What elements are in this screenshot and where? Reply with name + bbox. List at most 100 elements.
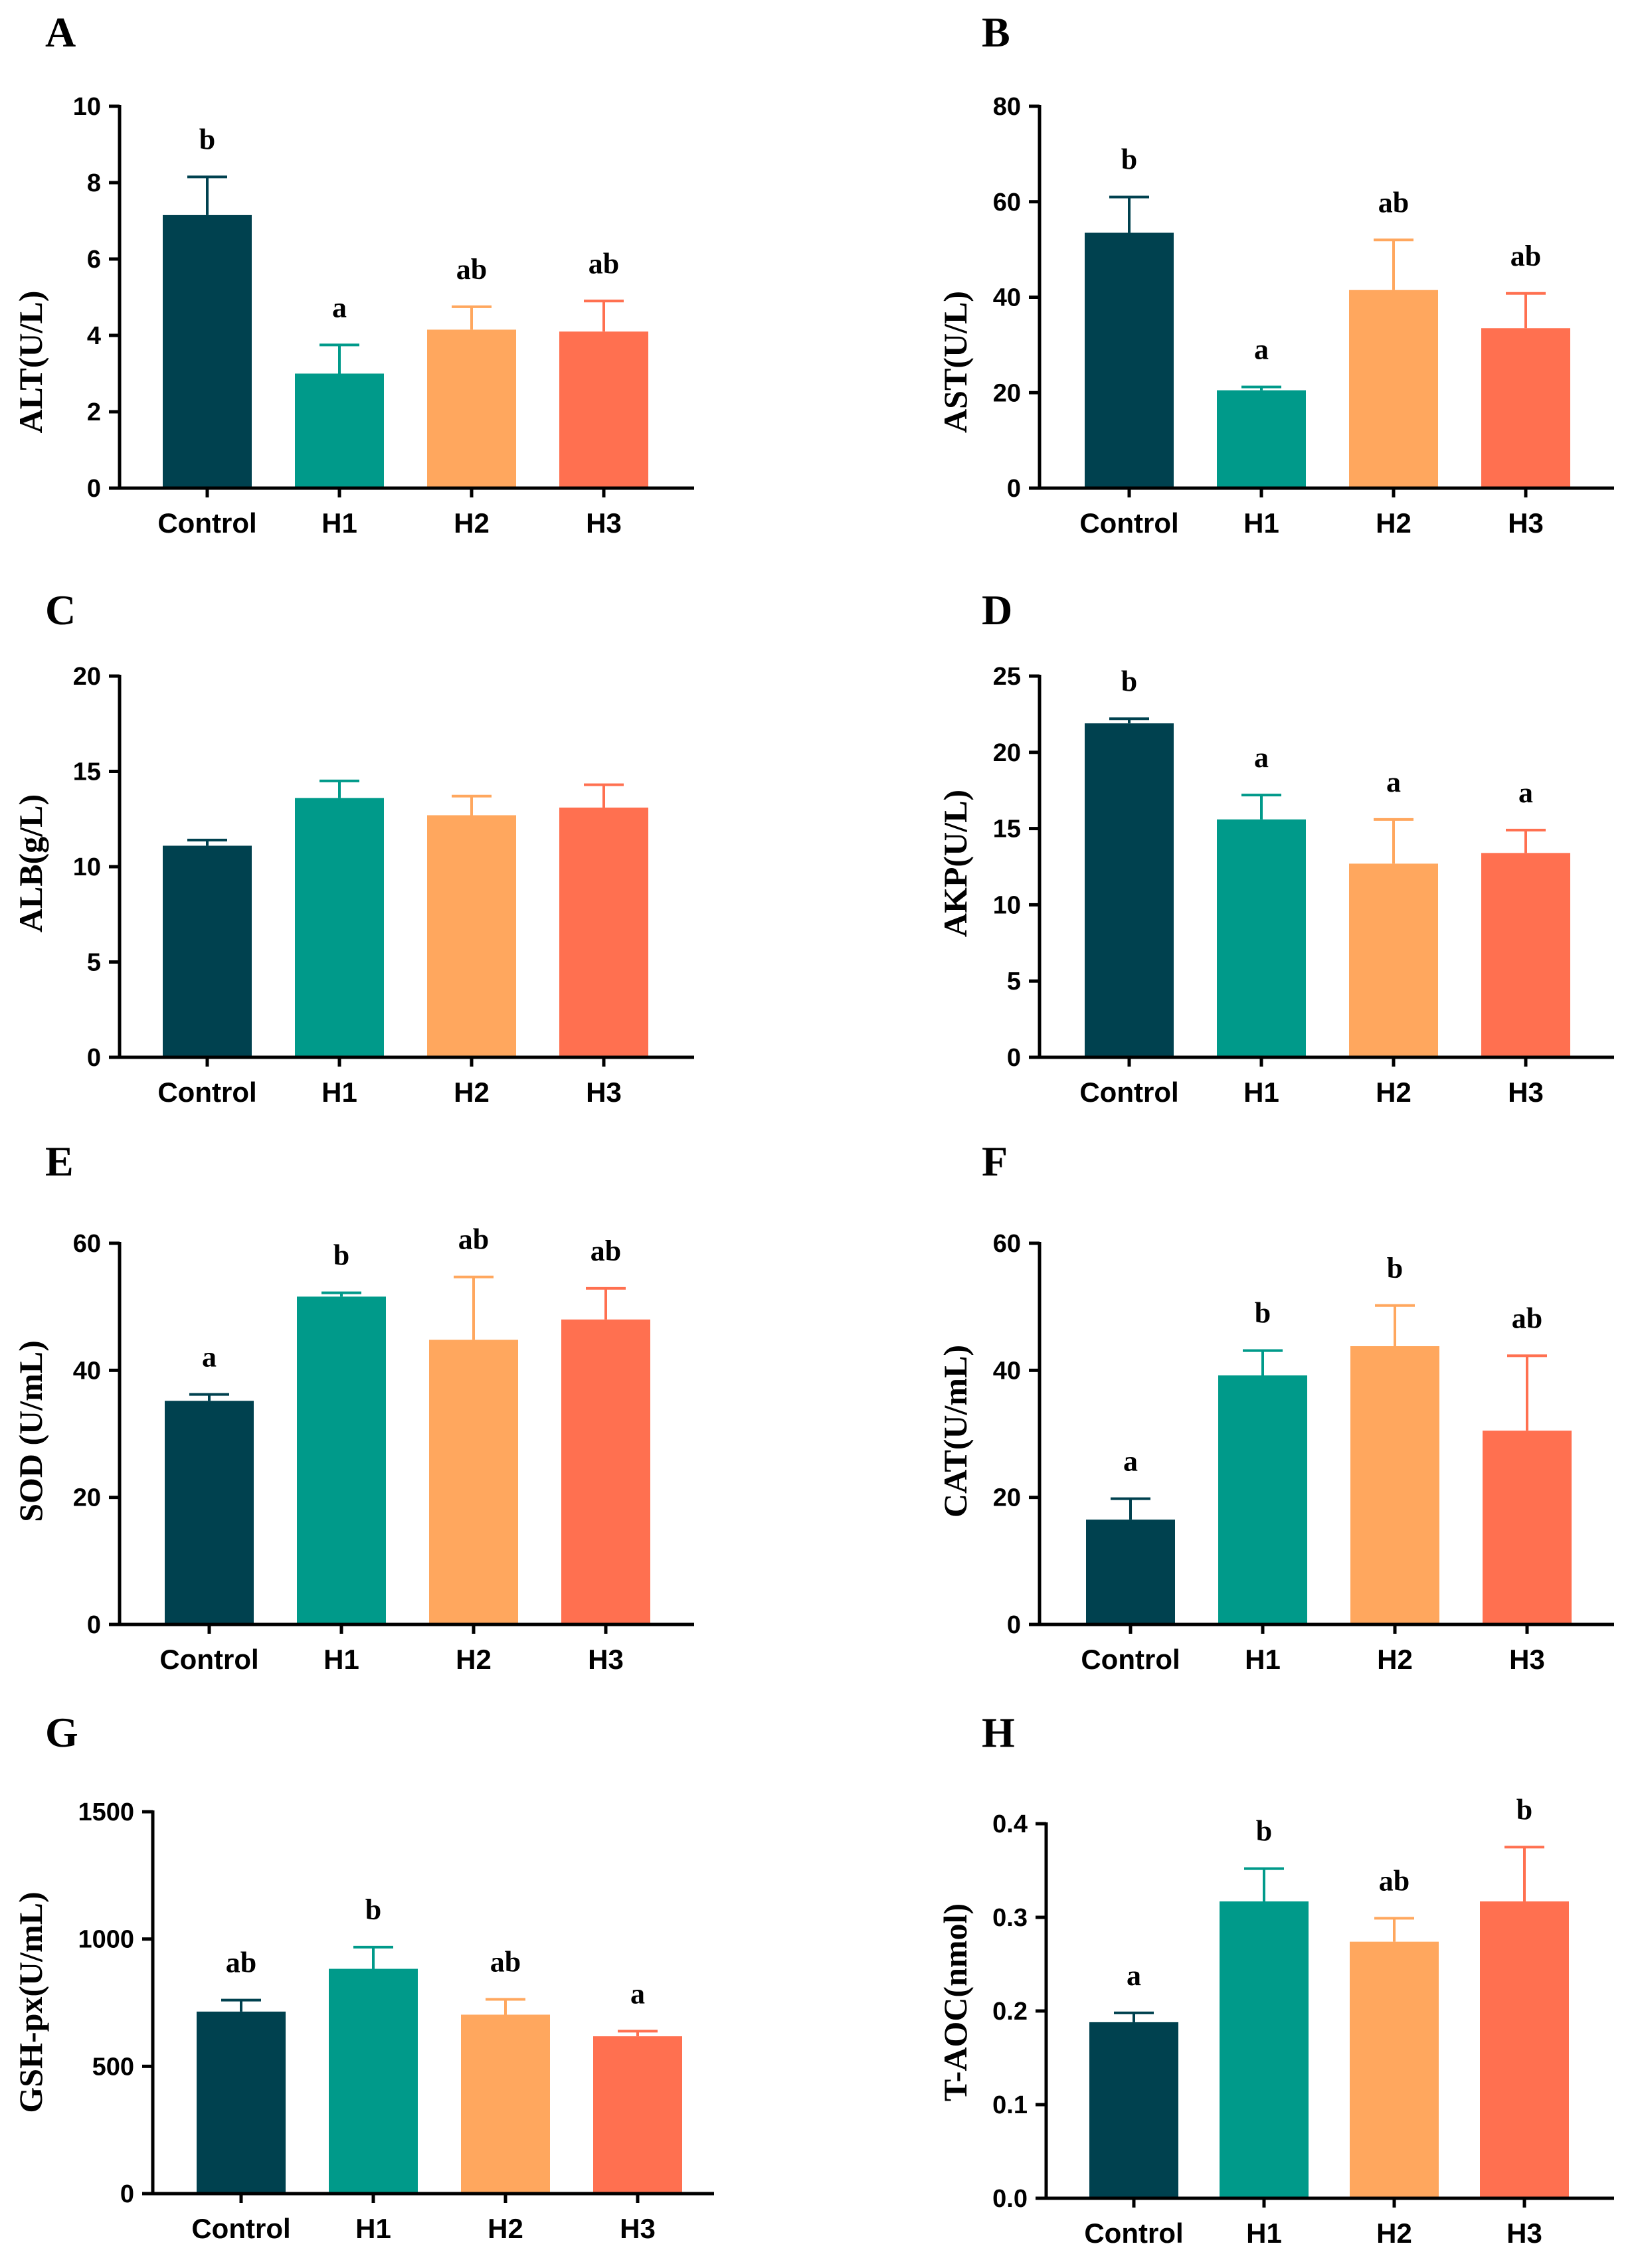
bar-e-h1 (297, 1296, 386, 1624)
significance-label-g-h3: a (630, 1977, 645, 2010)
y-tick-label-f-0: 0 (1007, 1611, 1021, 1639)
bar-d-control (1085, 723, 1174, 1057)
significance-label-b-h3: ab (1510, 240, 1541, 272)
significance-label-h-h1: b (1256, 1815, 1272, 1848)
x-tick-label-f-h1: H1 (1245, 1644, 1281, 1675)
bar-b-h2 (1349, 290, 1438, 488)
x-tick-label-g-h3: H3 (620, 2213, 656, 2244)
significance-label-d-h2: a (1386, 766, 1401, 798)
significance-label-e-h2: ab (458, 1223, 489, 1256)
panel-letter-g: G (45, 1709, 78, 1756)
x-tick-label-c-control: Control (157, 1077, 256, 1108)
x-tick-label-a-h3: H3 (586, 507, 622, 539)
x-tick-label-e-control: Control (159, 1644, 258, 1675)
x-tick-label-g-h1: H1 (355, 2213, 391, 2244)
significance-label-g-h2: ab (490, 1946, 521, 1978)
significance-label-f-h1: b (1255, 1297, 1271, 1330)
significance-label-e-h1: b (333, 1239, 349, 1272)
bar-b-h1 (1217, 390, 1306, 488)
significance-label-e-control: a (202, 1341, 217, 1373)
significance-label-a-h1: a (332, 291, 347, 323)
x-tick-label-c-h2: H2 (454, 1077, 490, 1108)
panel-letter-b: B (982, 9, 1010, 56)
y-tick-label-a-4: 8 (87, 169, 101, 197)
y-tick-label-a-5: 10 (73, 93, 101, 121)
y-tick-label-f-3: 60 (993, 1230, 1021, 1258)
y-tick-label-g-2: 1000 (78, 1926, 134, 1954)
x-tick-label-h-h2: H2 (1376, 2218, 1412, 2249)
x-tick-label-d-h2: H2 (1376, 1077, 1411, 1108)
panel-letter-c: C (45, 586, 76, 634)
bar-a-h2 (427, 329, 516, 488)
x-tick-label-g-control: Control (191, 2213, 290, 2244)
y-tick-label-h-1: 0.1 (992, 2091, 1028, 2119)
x-tick-label-b-h1: H1 (1243, 507, 1279, 539)
y-axis-label-d: AKP(U/L) (937, 790, 974, 937)
bar-c-control (163, 845, 252, 1057)
bar-c-h2 (427, 815, 516, 1057)
significance-label-b-h2: ab (1378, 186, 1409, 218)
y-tick-label-b-1: 20 (993, 379, 1021, 407)
bar-f-h2 (1350, 1346, 1439, 1624)
y-tick-label-c-0: 0 (87, 1044, 101, 1072)
bar-a-h3 (559, 331, 648, 488)
x-tick-label-g-h2: H2 (488, 2213, 523, 2244)
bar-f-h3 (1483, 1431, 1572, 1624)
bar-c-h3 (559, 808, 648, 1057)
bar-b-control (1085, 232, 1174, 488)
y-tick-label-e-0: 0 (87, 1611, 101, 1639)
x-tick-label-h-h1: H1 (1246, 2218, 1282, 2249)
panel-letter-e: E (45, 1138, 74, 1185)
bar-c-h1 (295, 798, 384, 1057)
y-axis-label-f: CAT(U/mL) (937, 1345, 974, 1518)
y-tick-label-h-4: 0.4 (992, 1810, 1028, 1838)
x-tick-label-d-h3: H3 (1508, 1077, 1544, 1108)
y-axis-label-b: AST(U/L) (937, 291, 974, 433)
y-tick-label-c-4: 20 (73, 663, 101, 691)
bar-a-control (163, 215, 252, 488)
significance-label-f-h3: ab (1512, 1302, 1542, 1334)
significance-label-d-h1: a (1254, 741, 1269, 774)
y-tick-label-c-1: 5 (87, 949, 101, 977)
significance-label-b-h1: a (1254, 333, 1269, 366)
y-tick-label-d-4: 20 (993, 739, 1021, 767)
bar-a-h1 (295, 373, 384, 488)
significance-label-d-h3: a (1518, 776, 1533, 809)
y-tick-label-d-1: 5 (1007, 968, 1021, 996)
panel-letter-f: F (982, 1138, 1008, 1185)
y-tick-label-f-1: 20 (993, 1484, 1021, 1512)
x-tick-label-e-h2: H2 (456, 1644, 492, 1675)
x-tick-label-c-h3: H3 (586, 1077, 622, 1108)
bar-h-h3 (1480, 1901, 1569, 2198)
x-tick-label-f-h3: H3 (1509, 1644, 1545, 1675)
y-tick-label-h-3: 0.3 (992, 1904, 1028, 1932)
bar-b-h3 (1481, 328, 1570, 488)
y-tick-label-b-4: 80 (993, 93, 1021, 121)
x-tick-label-c-h1: H1 (321, 1077, 357, 1108)
panel-letter-a: A (45, 9, 76, 56)
panel-letter-d: D (982, 586, 1012, 634)
x-tick-label-a-control: Control (157, 507, 256, 539)
y-tick-label-c-2: 10 (73, 853, 101, 881)
x-tick-label-f-h2: H2 (1377, 1644, 1413, 1675)
x-tick-label-a-h1: H1 (321, 507, 357, 539)
x-tick-label-a-h2: H2 (454, 507, 490, 539)
y-tick-label-d-0: 0 (1007, 1044, 1021, 1072)
significance-label-h-h2: ab (1379, 1864, 1410, 1897)
bar-d-h2 (1349, 863, 1438, 1057)
y-tick-label-a-2: 4 (87, 322, 101, 350)
y-tick-label-h-0: 0.0 (992, 2185, 1028, 2213)
y-tick-label-b-2: 40 (993, 284, 1021, 312)
significance-label-g-control: ab (226, 1947, 256, 1979)
panel-letter-h: H (982, 1709, 1015, 1756)
y-tick-label-f-2: 40 (993, 1357, 1021, 1385)
bar-f-control (1086, 1520, 1175, 1624)
y-axis-label-c: ALB(g/L) (12, 794, 49, 932)
x-tick-label-d-control: Control (1079, 1077, 1178, 1108)
significance-label-a-h3: ab (589, 247, 619, 280)
significance-label-f-h2: b (1387, 1252, 1403, 1284)
bar-h-control (1089, 2022, 1178, 2198)
bar-g-h2 (461, 2014, 550, 2194)
x-tick-label-d-h1: H1 (1243, 1077, 1279, 1108)
